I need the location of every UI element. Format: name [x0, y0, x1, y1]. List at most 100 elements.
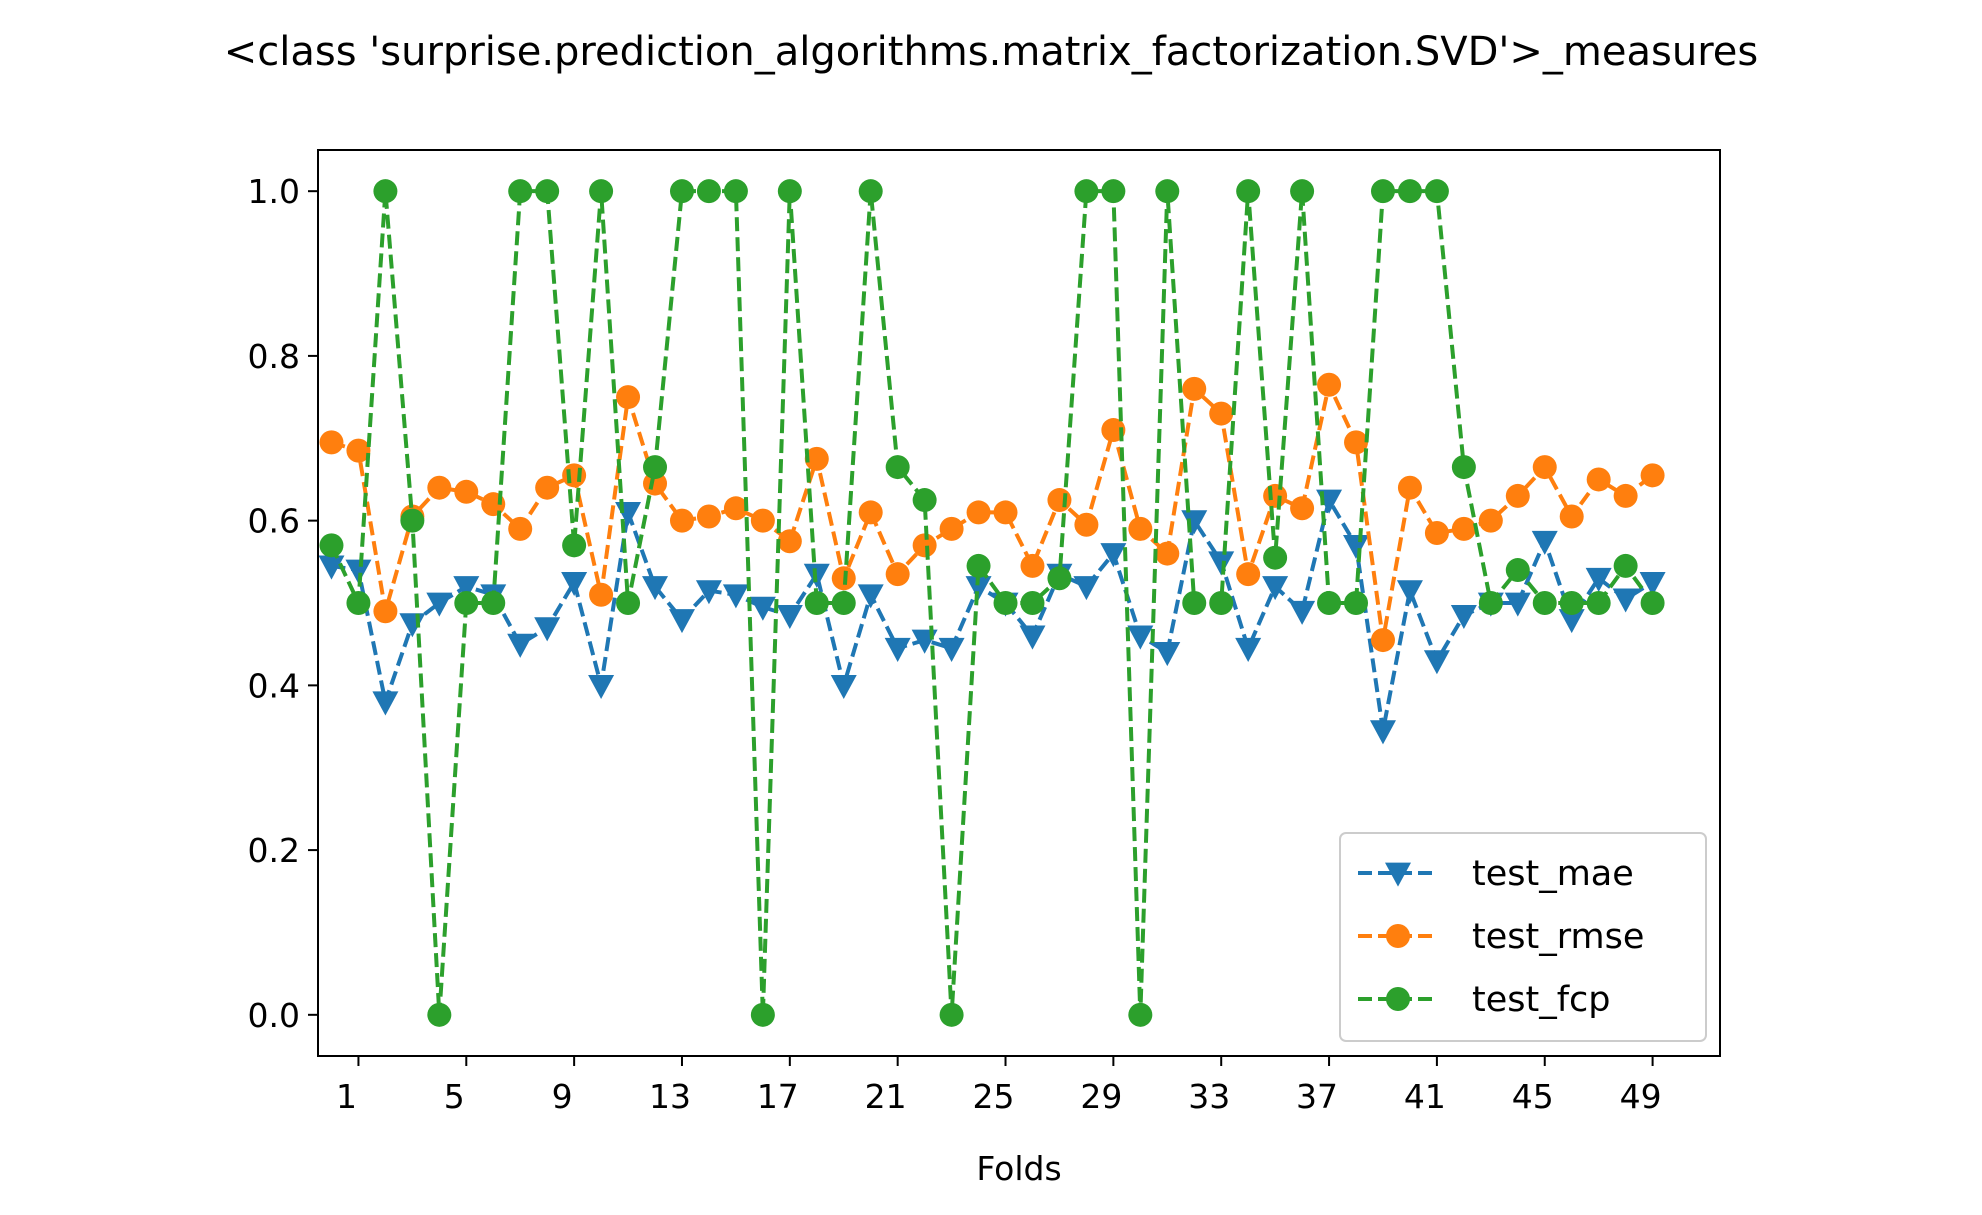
data-point-marker: [319, 533, 344, 558]
data-point-marker: [346, 591, 371, 615]
series-line: [330, 378, 1654, 641]
data-point-marker: [1450, 604, 1477, 630]
data-point-marker: [1101, 179, 1126, 204]
legend-marker: [1386, 987, 1410, 1011]
data-point-marker: [776, 604, 803, 630]
series-test-rmse: [319, 372, 1665, 653]
data-point-marker: [589, 582, 614, 607]
data-point-marker: [1020, 591, 1045, 615]
data-point-marker: [695, 580, 722, 605]
data-point-marker: [723, 179, 748, 204]
data-point-marker: [1585, 567, 1612, 592]
data-point-marker: [454, 479, 479, 504]
y-tick-label: 0.8: [248, 337, 300, 376]
data-point-marker: [938, 637, 965, 662]
data-point-marker: [1047, 566, 1072, 591]
data-point-marker: [642, 576, 669, 601]
data-point-marker: [427, 475, 452, 500]
chart-title: <class 'surprise.prediction_algorithms.m…: [224, 29, 1758, 75]
legend-item-test-fcp: test_fcp: [1358, 980, 1611, 1020]
data-point-marker: [1451, 516, 1476, 541]
data-point-marker: [318, 555, 345, 580]
data-point-marker: [1263, 483, 1288, 508]
data-point-marker: [966, 553, 991, 578]
legend-item-test-rmse: test_rmse: [1358, 917, 1644, 957]
data-point-marker: [966, 500, 991, 525]
legend-marker: [1386, 924, 1410, 948]
data-point-marker: [1451, 455, 1476, 480]
data-point-marker: [1209, 591, 1234, 615]
data-point-marker: [885, 562, 910, 587]
data-point-marker: [1344, 430, 1369, 455]
data-point-marker: [481, 591, 506, 615]
data-point-marker: [1397, 475, 1422, 500]
data-point-marker: [1290, 496, 1315, 521]
data-point-marker: [616, 591, 641, 615]
data-point-marker: [1236, 562, 1261, 587]
x-tick-label: 1: [336, 1077, 357, 1116]
data-point-marker: [750, 508, 775, 533]
x-tick-label: 21: [865, 1077, 907, 1116]
series-line: [331, 494, 1654, 732]
data-point-marker: [1344, 591, 1369, 615]
x-tick-label: 29: [1080, 1077, 1122, 1116]
data-point-marker: [858, 500, 883, 525]
data-point-marker: [858, 179, 883, 204]
data-point-marker: [750, 1002, 775, 1027]
data-point-marker: [696, 179, 721, 204]
data-point-marker: [830, 674, 857, 700]
data-point-marker: [589, 179, 614, 204]
data-point-marker: [1370, 179, 1395, 204]
data-point-marker: [939, 516, 964, 541]
data-point-marker: [1369, 720, 1396, 745]
data-point-marker: [1559, 591, 1584, 615]
series-test-fcp: [319, 179, 1665, 1027]
data-point-marker: [534, 617, 561, 642]
data-point-marker: [1208, 551, 1235, 576]
data-point-marker: [1262, 576, 1289, 601]
data-point-marker: [1181, 510, 1208, 535]
data-point-marker: [1612, 588, 1639, 613]
data-point-marker: [749, 596, 776, 621]
data-point-marker: [373, 179, 398, 204]
data-point-marker: [1613, 483, 1638, 508]
data-point-marker: [1396, 580, 1423, 605]
y-tick-label: 0.6: [248, 502, 300, 541]
data-point-marker: [777, 529, 802, 554]
data-point-marker: [643, 471, 668, 496]
data-point-marker: [372, 691, 399, 716]
x-tick-label: 49: [1620, 1077, 1662, 1116]
data-point-marker: [669, 508, 694, 533]
data-point-marker: [1586, 591, 1611, 615]
data-point-marker: [1317, 591, 1342, 615]
data-point-marker: [804, 446, 829, 471]
series-layer: [318, 179, 1666, 1027]
data-point-marker: [561, 572, 588, 597]
data-point-marker: [508, 516, 533, 541]
data-point-marker: [345, 559, 372, 584]
data-point-marker: [426, 592, 453, 617]
data-point-marker: [1423, 650, 1450, 675]
data-point-marker: [535, 475, 560, 500]
data-point-marker: [1290, 179, 1315, 204]
legend-item-test-mae: test_mae: [1358, 854, 1634, 894]
data-point-marker: [1343, 534, 1370, 559]
data-point-marker: [1424, 179, 1449, 204]
data-point-marker: [1019, 625, 1046, 650]
data-point-marker: [1531, 530, 1558, 555]
data-point-marker: [1101, 418, 1126, 443]
data-point-marker: [669, 179, 694, 204]
data-point-marker: [1128, 516, 1153, 541]
data-point-marker: [319, 430, 344, 455]
data-point-marker: [1640, 463, 1665, 488]
data-point-marker: [1182, 376, 1207, 401]
x-tick-label: 13: [649, 1077, 691, 1116]
plot-frame: [317, 149, 1721, 1057]
x-tick-label: 37: [1296, 1077, 1338, 1116]
y-tick-label: 0.0: [248, 996, 300, 1035]
data-point-marker: [1478, 591, 1503, 615]
data-point-marker: [1209, 401, 1234, 426]
data-point-marker: [1505, 483, 1530, 508]
data-point-marker: [507, 633, 534, 658]
